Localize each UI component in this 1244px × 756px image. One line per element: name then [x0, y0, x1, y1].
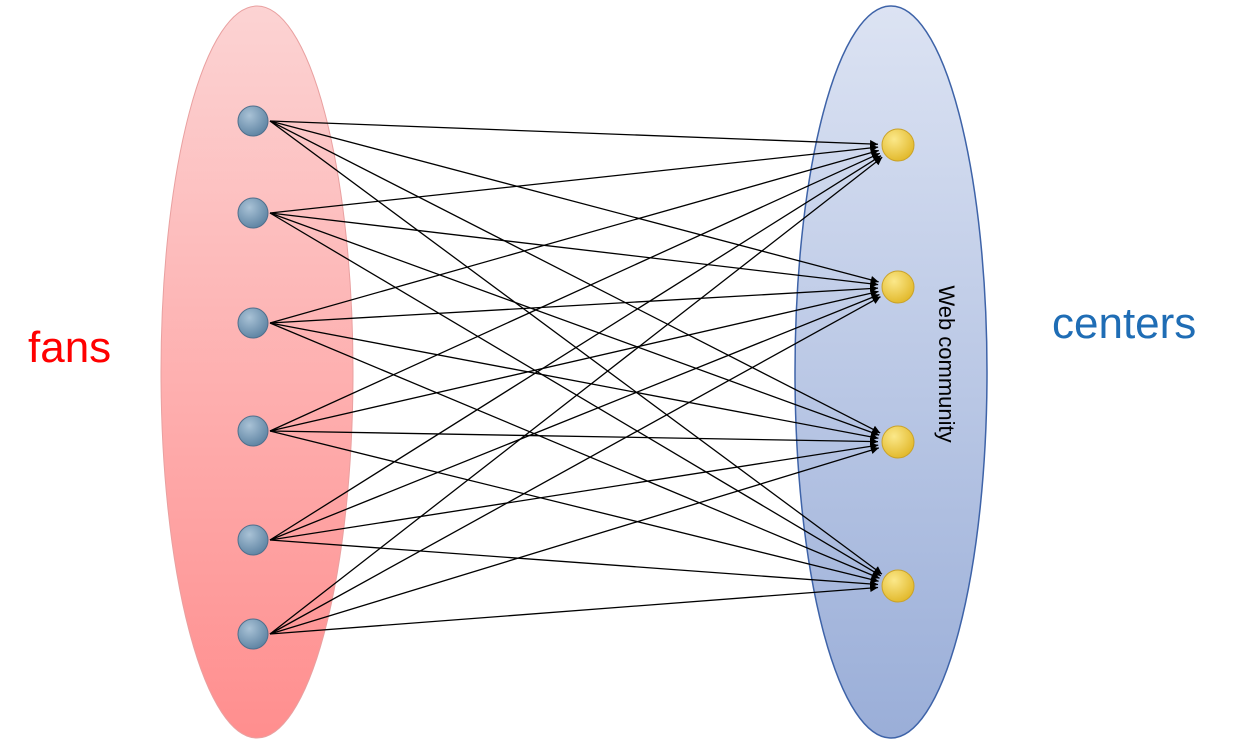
edge-fan-1-to-center-1	[269, 120, 879, 148]
edge-fan-4-to-center-4	[269, 430, 879, 584]
fan-node-1	[237, 105, 269, 137]
edge-fan-3-to-center-2	[269, 284, 879, 324]
center-node-group	[881, 128, 915, 603]
fan-node-6	[237, 618, 269, 650]
web-community-label: Web community	[934, 285, 959, 443]
edge-fan-4-to-center-3	[269, 430, 879, 446]
fan-node-2	[237, 197, 269, 229]
center-node-2	[881, 270, 915, 304]
edge-fan-3-to-center-4	[269, 322, 880, 579]
fans-ellipse	[160, 5, 354, 739]
centers-ellipse	[794, 5, 988, 739]
edge-fan-6-to-center-4	[269, 584, 879, 635]
center-node-3	[881, 425, 915, 459]
edge-fan-6-to-center-3	[269, 446, 880, 635]
edge-fan-5-to-center-1	[269, 155, 882, 541]
center-node-1	[881, 128, 915, 162]
edge-fan-3-to-center-3	[269, 322, 879, 441]
edge-fan-2-to-center-2	[269, 212, 879, 288]
edge-fan-3-to-center-1	[269, 148, 879, 324]
edge-fan-1-to-center-2	[269, 120, 879, 284]
fan-node-4	[237, 415, 269, 447]
center-node-4	[881, 569, 915, 603]
edge-fan-4-to-center-1	[269, 152, 881, 432]
fans-label: fans	[28, 323, 112, 372]
edge-fan-6-to-center-2	[269, 296, 881, 635]
fan-node-group	[237, 105, 269, 650]
edge-fan-4-to-center-2	[269, 289, 879, 432]
edge-fan-5-to-center-3	[269, 442, 879, 541]
edge-fan-6-to-center-1	[269, 156, 883, 635]
edge-group	[269, 120, 883, 635]
edge-fan-2-to-center-1	[269, 144, 879, 214]
edge-fan-5-to-center-2	[269, 293, 880, 541]
fan-node-3	[237, 307, 269, 339]
fan-node-5	[237, 524, 269, 556]
edge-fan-2-to-center-4	[269, 212, 882, 577]
edge-fan-1-to-center-3	[269, 120, 881, 434]
edge-fan-5-to-center-4	[269, 539, 879, 588]
centers-label: centers	[1052, 299, 1197, 348]
edge-fan-2-to-center-3	[269, 212, 880, 437]
